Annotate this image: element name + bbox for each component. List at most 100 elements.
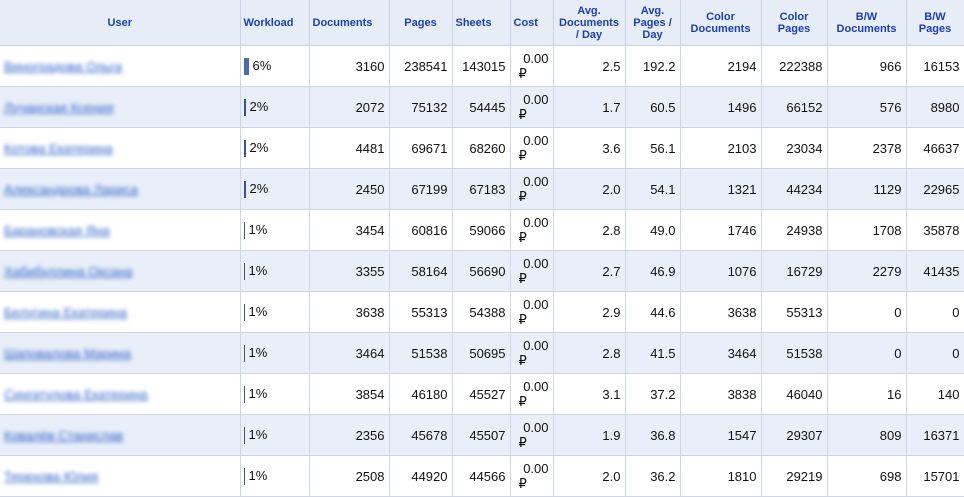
table-row: Сингатулова Екатерина 1% 3854 46180 45527 0.0… <box>0 373 964 415</box>
column-header-user[interactable]: User <box>0 0 241 46</box>
cost-cell: 0.00 ₽ <box>510 455 554 497</box>
documents-cell: 2356 <box>309 414 390 456</box>
color-pages-cell: 16729 <box>761 250 828 292</box>
cost-cell: 0.00 ₽ <box>510 250 554 292</box>
user-link[interactable]: Хабибуллина Оксана <box>4 263 133 279</box>
column-header-workload[interactable]: Workload <box>240 0 310 46</box>
documents-cell: 3854 <box>309 373 390 415</box>
pages-cell: 67199 <box>389 168 453 210</box>
workload-bar <box>243 344 245 362</box>
currency-symbol: ₽ <box>518 435 527 450</box>
avg-documents-per-day-cell: 2.8 <box>553 332 626 374</box>
cost-cell: 0.00 ₽ <box>510 291 554 333</box>
workload-bar <box>243 467 245 485</box>
table-row: Белугина Екатерина 1% 3638 55313 54388 0.00 ₽2… <box>0 291 964 333</box>
user-link[interactable]: Лучанская Ксения <box>4 99 114 115</box>
user-link[interactable]: Ковалёв Станислав <box>4 427 124 443</box>
column-header-avg-pages-per-day[interactable]: Avg. Pages / Day <box>625 0 681 46</box>
currency-symbol: ₽ <box>518 394 527 409</box>
currency-symbol: ₽ <box>518 230 527 245</box>
column-header-cost[interactable]: Cost <box>510 0 554 46</box>
column-header-bw-pages[interactable]: B/W Pages <box>906 0 964 46</box>
cost-value: 0.00 <box>523 133 549 148</box>
table-row: Котова Екатерина 2% 4481 69671 68260 0.00 ₽3.6… <box>0 127 964 169</box>
color-documents-cell: 1076 <box>680 250 762 292</box>
column-header-bw-documents[interactable]: B/W Documents <box>827 0 907 46</box>
user-link[interactable]: Шаповалова Марина <box>4 345 132 361</box>
column-header-color-pages[interactable]: Color Pages <box>761 0 828 46</box>
user-link[interactable]: Сингатулова Екатерина <box>4 386 148 402</box>
color-documents-cell: 1496 <box>680 86 762 128</box>
cost-cell: 0.00 ₽ <box>510 373 554 415</box>
user-cell: Сингатулова Екатерина <box>0 373 241 415</box>
bw-pages-cell: 16371 <box>906 414 964 456</box>
currency-symbol: ₽ <box>518 312 527 327</box>
avg-documents-per-day-cell: 2.7 <box>553 250 626 292</box>
bw-documents-cell: 16 <box>827 373 907 415</box>
currency-symbol: ₽ <box>518 476 527 491</box>
pages-cell: 44920 <box>389 455 453 497</box>
sheets-cell: 45507 <box>452 414 511 456</box>
avg-documents-per-day-cell: 2.8 <box>553 209 626 251</box>
avg-documents-per-day-cell: 2.9 <box>553 291 626 333</box>
user-link[interactable]: Котова Екатерина <box>4 140 113 156</box>
bw-pages-cell: 8980 <box>906 86 964 128</box>
workload-cell: 1% <box>240 455 310 497</box>
workload-bar <box>243 262 245 280</box>
documents-cell: 3454 <box>309 209 390 251</box>
user-cell: Ковалёв Станислав <box>0 414 241 456</box>
color-documents-cell: 2194 <box>680 45 762 87</box>
sheets-cell: 143015 <box>452 45 511 87</box>
color-documents-cell: 1547 <box>680 414 762 456</box>
sheets-cell: 54445 <box>452 86 511 128</box>
workload-bar <box>243 426 245 444</box>
column-header-avg-documents-per-day[interactable]: Avg. Documents / Day <box>553 0 626 46</box>
workload-percent: 6% <box>252 58 272 74</box>
column-header-documents[interactable]: Documents <box>309 0 390 46</box>
user-link[interactable]: Виноградова Ольга <box>4 58 122 74</box>
user-cell: Белугина Екатерина <box>0 291 241 333</box>
column-header-sheets[interactable]: Sheets <box>452 0 511 46</box>
avg-pages-per-day-cell: 36.8 <box>625 414 681 456</box>
avg-documents-per-day-cell: 3.6 <box>553 127 626 169</box>
table-row: Хабибуллина Оксана 1% 3355 58164 56690 0.00 ₽2… <box>0 250 964 292</box>
pages-cell: 69671 <box>389 127 453 169</box>
user-link[interactable]: Александрова Лариса <box>4 181 138 197</box>
user-cell: Хабибуллина Оксана <box>0 250 241 292</box>
bw-pages-cell: 22965 <box>906 168 964 210</box>
pages-cell: 60816 <box>389 209 453 251</box>
pages-cell: 55313 <box>389 291 453 333</box>
sheets-cell: 68260 <box>452 127 511 169</box>
documents-cell: 3464 <box>309 332 390 374</box>
avg-pages-per-day-cell: 54.1 <box>625 168 681 210</box>
sheets-cell: 54388 <box>452 291 511 333</box>
workload-percent: 1% <box>248 222 268 238</box>
documents-cell: 3638 <box>309 291 390 333</box>
workload-percent: 2% <box>249 99 269 115</box>
column-header-pages[interactable]: Pages <box>389 0 453 46</box>
workload-cell: 2% <box>240 168 310 210</box>
avg-documents-per-day-cell: 3.1 <box>553 373 626 415</box>
user-link[interactable]: Барановская Яна <box>4 222 110 238</box>
user-cell: Терехова Юлия <box>0 455 241 497</box>
currency-symbol: ₽ <box>518 189 527 204</box>
cost-cell: 0.00 ₽ <box>510 127 554 169</box>
pages-cell: 58164 <box>389 250 453 292</box>
user-link[interactable]: Терехова Юлия <box>4 468 99 484</box>
color-documents-cell: 1746 <box>680 209 762 251</box>
documents-cell: 2508 <box>309 455 390 497</box>
workload-percent: 2% <box>249 181 269 197</box>
sheets-cell: 56690 <box>452 250 511 292</box>
column-header-color-documents[interactable]: Color Documents <box>680 0 762 46</box>
cost-value: 0.00 <box>523 297 549 312</box>
user-link[interactable]: Белугина Екатерина <box>4 304 127 320</box>
avg-pages-per-day-cell: 46.9 <box>625 250 681 292</box>
user-cell: Лучанская Ксения <box>0 86 241 128</box>
pages-cell: 45678 <box>389 414 453 456</box>
bw-documents-cell: 1129 <box>827 168 907 210</box>
header-row: User Workload Documents Pages Sheets Cos… <box>0 0 964 46</box>
bw-documents-cell: 576 <box>827 86 907 128</box>
cost-cell: 0.00 ₽ <box>510 209 554 251</box>
workload-percent: 1% <box>248 304 268 320</box>
currency-symbol: ₽ <box>518 107 527 122</box>
